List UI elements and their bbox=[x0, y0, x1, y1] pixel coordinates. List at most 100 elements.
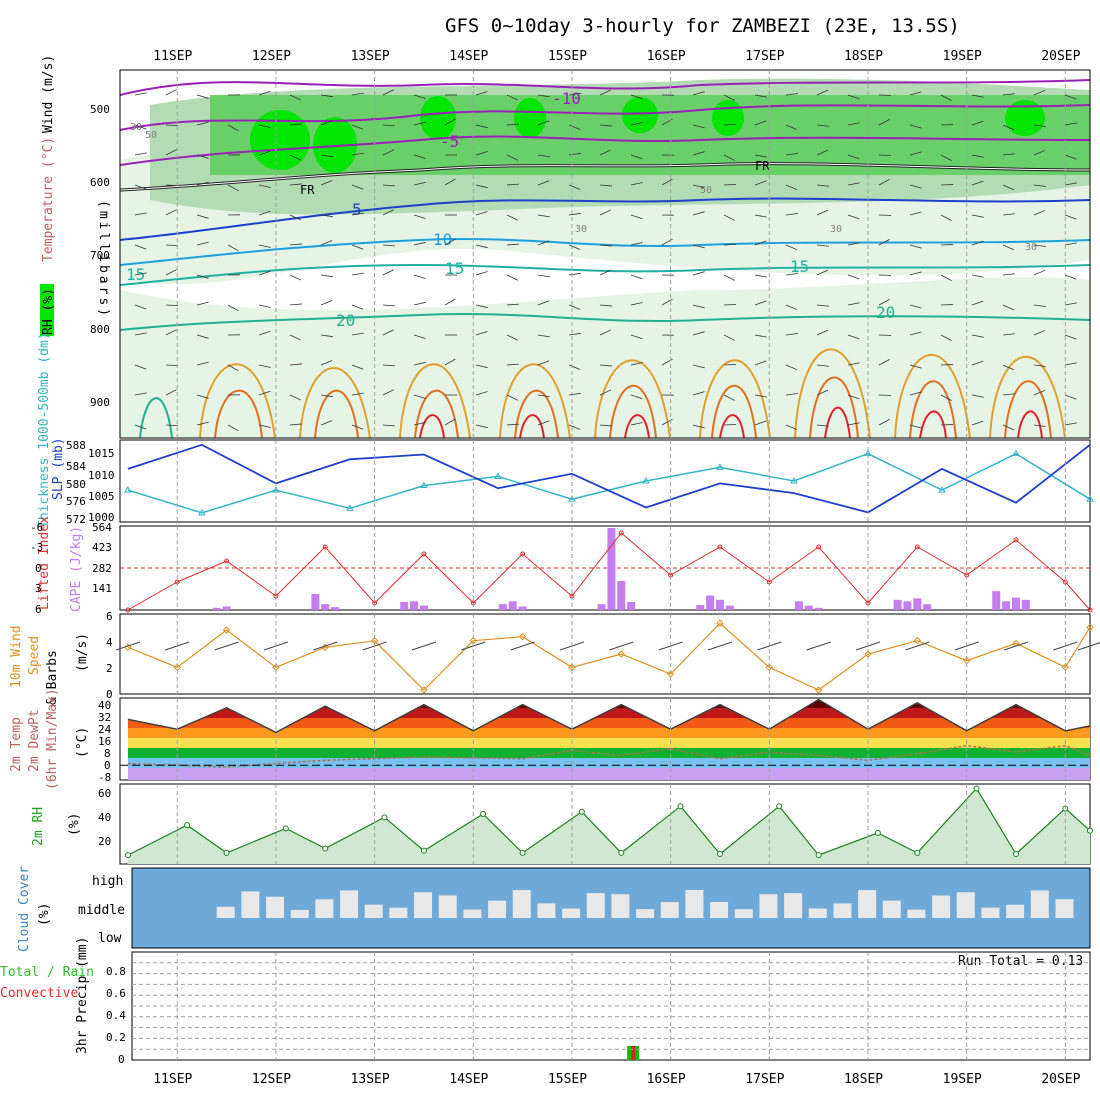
wind-barb bbox=[630, 394, 643, 400]
wind-barb bbox=[537, 300, 550, 306]
cloud-block bbox=[956, 892, 975, 918]
wind-barb bbox=[568, 272, 581, 276]
cloud-level-middle: middle bbox=[78, 903, 125, 918]
cloud-block bbox=[216, 906, 235, 918]
wind-barb bbox=[1002, 304, 1015, 311]
wind-speed-point bbox=[716, 619, 724, 628]
wind-barb bbox=[785, 184, 798, 191]
wind-barb bbox=[1002, 333, 1015, 336]
wind-barb bbox=[413, 394, 426, 399]
wind-barb bbox=[630, 214, 643, 220]
wind-barb bbox=[1033, 184, 1046, 187]
temp-tick: 24 bbox=[98, 723, 112, 736]
wind-barb bbox=[227, 244, 239, 252]
cape-bar bbox=[400, 602, 409, 610]
wind-barb bbox=[506, 214, 518, 221]
precip-axis-label-2: Convective bbox=[0, 986, 78, 1001]
cloud-block bbox=[710, 901, 729, 918]
wind-barb bbox=[506, 274, 518, 281]
wind-speed-point bbox=[1086, 623, 1094, 632]
wind-barb bbox=[1064, 394, 1077, 400]
wind-barb bbox=[351, 92, 364, 96]
cape-bar bbox=[222, 606, 231, 610]
cape-bar bbox=[597, 604, 606, 610]
contour-label: 30 bbox=[575, 224, 587, 235]
wind-barb bbox=[196, 241, 209, 246]
wind-barb bbox=[599, 329, 612, 336]
wind-barb bbox=[1033, 364, 1046, 367]
cloud-block bbox=[1055, 899, 1074, 918]
contour-label: FR bbox=[755, 159, 770, 173]
wind-barb bbox=[754, 180, 767, 186]
wind-barb bbox=[847, 334, 860, 340]
slp-tick: 1015 bbox=[88, 447, 115, 460]
wind-barb bbox=[1033, 389, 1046, 396]
wind-barb bbox=[413, 121, 426, 126]
wind-barb bbox=[537, 360, 550, 366]
cloud-block bbox=[932, 895, 951, 918]
wind-barb bbox=[754, 154, 767, 158]
wind-barb bbox=[444, 178, 456, 186]
cloud-block bbox=[784, 893, 803, 918]
day-label: 19SEP bbox=[943, 1072, 982, 1087]
cloud-block bbox=[414, 892, 433, 918]
cape-bar bbox=[913, 598, 922, 610]
wind-barb bbox=[754, 274, 767, 278]
temp-axis-label-2: 2m DewPt bbox=[27, 709, 42, 772]
cape-tick: 564 bbox=[92, 521, 112, 534]
wind-barb bbox=[692, 151, 705, 156]
rh-point bbox=[381, 814, 388, 821]
wind-barb bbox=[785, 304, 798, 311]
cape-panel: Lifted Index CAPE (J/kg) -6 -3 0 3 6 564… bbox=[30, 516, 1093, 616]
rh-point bbox=[480, 811, 487, 817]
rh-point bbox=[874, 829, 881, 836]
wind-speed-line bbox=[127, 622, 1091, 691]
cloud-block bbox=[463, 909, 482, 918]
wind-barb bbox=[878, 419, 890, 426]
wind-barb bbox=[754, 360, 767, 366]
precip-run-total: Run Total = 0.13 bbox=[958, 954, 1083, 969]
wind-barb bbox=[1064, 214, 1077, 220]
thickness-point bbox=[420, 481, 428, 489]
rh-tick: 40 bbox=[98, 811, 111, 824]
wind-barb bbox=[1033, 304, 1046, 307]
lifted-index-point bbox=[322, 544, 328, 550]
wind-barb bbox=[971, 420, 984, 426]
rh-point bbox=[1012, 851, 1019, 857]
day-label: 20SEP bbox=[1041, 1072, 1080, 1087]
precip-axis-label-3: 3hr Precip (mm) bbox=[75, 937, 90, 1054]
wind-barb bbox=[351, 392, 364, 396]
wind-barb bbox=[971, 394, 984, 398]
thickness-point bbox=[494, 472, 502, 479]
wind-barb bbox=[413, 241, 426, 246]
wind-barb bbox=[847, 214, 860, 220]
pressure-tick: 700 bbox=[90, 249, 110, 262]
wind-barb bbox=[940, 214, 952, 221]
wind-barb bbox=[971, 94, 984, 98]
wind-barb bbox=[785, 244, 798, 251]
wind-barb bbox=[1033, 269, 1046, 276]
contour-label: 50 bbox=[145, 130, 157, 141]
day-label: 11SEP bbox=[153, 1072, 192, 1087]
thickness-tick: 572 bbox=[66, 513, 86, 526]
wind-barb bbox=[785, 93, 798, 96]
wind-barb bbox=[707, 641, 733, 651]
wind-barb bbox=[413, 94, 426, 99]
wind-barb bbox=[692, 304, 705, 309]
wind-barb bbox=[816, 89, 829, 96]
precip-tick: 0.8 bbox=[106, 965, 126, 978]
wind-barb bbox=[351, 124, 364, 130]
wind-barb bbox=[320, 274, 333, 278]
wind-barb bbox=[351, 184, 364, 190]
rh-point bbox=[973, 785, 980, 792]
wind-barb bbox=[289, 214, 302, 221]
contour-label: 20 bbox=[876, 303, 895, 322]
contour-label: 30 bbox=[1025, 242, 1037, 253]
wind-barb bbox=[258, 184, 271, 188]
wind-barb bbox=[165, 89, 177, 96]
wind-barb bbox=[1064, 182, 1077, 186]
wind-barb bbox=[909, 91, 922, 96]
wind-barb bbox=[227, 424, 239, 432]
wind-barb bbox=[692, 184, 705, 189]
wind-barb bbox=[971, 360, 984, 366]
